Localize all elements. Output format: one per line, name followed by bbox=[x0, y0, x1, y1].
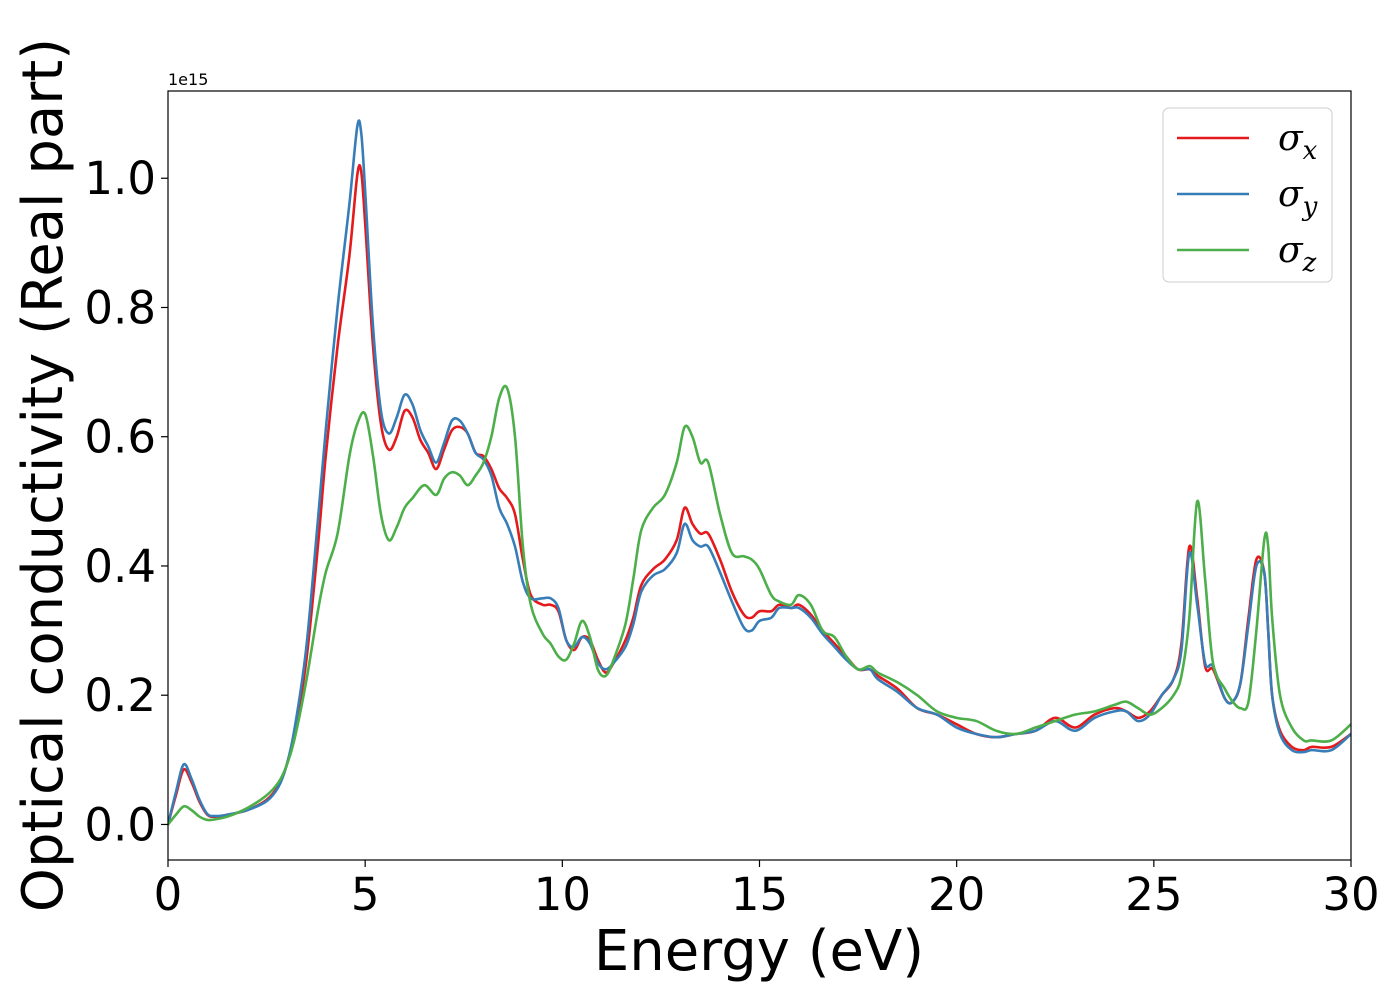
y-tick-label: 1.0 bbox=[84, 152, 156, 205]
y-tick-label: 0.4 bbox=[84, 540, 156, 593]
legend-label-y: σy bbox=[1278, 174, 1318, 222]
x-tick-label: 30 bbox=[1322, 868, 1379, 921]
series-layer bbox=[168, 119, 1351, 826]
y-tick-label: 0.2 bbox=[84, 669, 156, 722]
x-tick-label: 5 bbox=[351, 868, 380, 921]
legend: σx σy σz bbox=[1162, 107, 1333, 283]
x-axis-label: Energy (eV) bbox=[594, 919, 924, 984]
y-axis-offset-label: 1e15 bbox=[168, 70, 208, 89]
y-tick-label: 0.0 bbox=[84, 798, 156, 851]
y-tick-label: 0.8 bbox=[84, 281, 156, 334]
y-tick-label: 0.6 bbox=[84, 411, 156, 464]
x-tick-label: 0 bbox=[154, 868, 183, 921]
y-axis-ticks: 0.0 0.2 0.4 0.6 0.8 1.0 bbox=[84, 152, 168, 851]
x-tick-label: 10 bbox=[534, 868, 591, 921]
y-axis-label: Optical conductivity (Real part) bbox=[11, 38, 76, 912]
legend-label-x: σx bbox=[1278, 118, 1318, 166]
x-tick-label: 25 bbox=[1125, 868, 1182, 921]
x-axis-ticks: 0 5 10 15 20 25 30 bbox=[154, 860, 1380, 921]
series-line-z bbox=[168, 384, 1351, 826]
x-tick-label: 20 bbox=[928, 868, 985, 921]
legend-label-z: σz bbox=[1278, 230, 1317, 278]
series-line-y bbox=[168, 119, 1351, 826]
x-tick-label: 15 bbox=[731, 868, 788, 921]
